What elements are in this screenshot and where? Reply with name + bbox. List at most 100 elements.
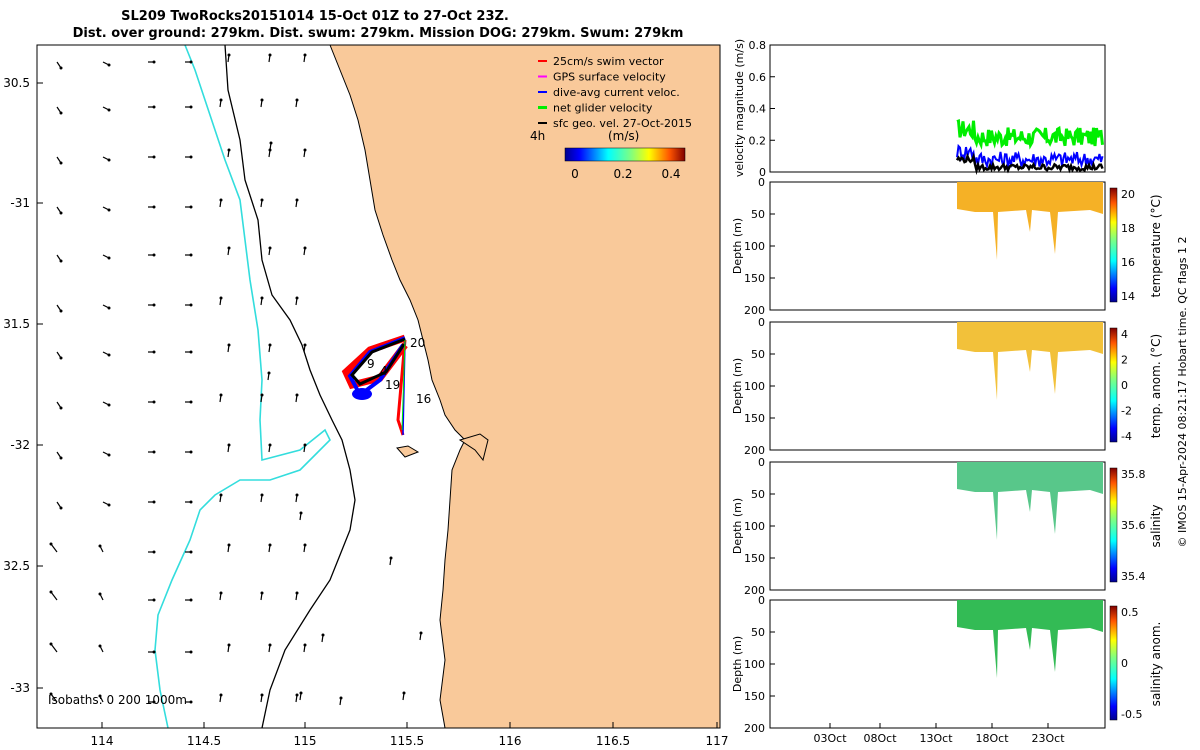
velocity-arrow xyxy=(227,643,231,653)
velocity-arrow xyxy=(185,205,193,209)
velocity-arrow xyxy=(303,543,307,553)
profile-ytick-label: 200 xyxy=(744,584,765,597)
velocity-arrow xyxy=(148,550,156,554)
velocity-arrow xyxy=(299,691,303,701)
profile-panels: Depth (m)05010015020014161820temperature… xyxy=(731,176,1163,745)
velocity-arrow xyxy=(260,693,264,703)
profile-ytick-label: 0 xyxy=(758,456,765,469)
track-dive-blob xyxy=(352,388,372,400)
map-xtick-label: 117 xyxy=(706,734,729,748)
profile-ytick-label: 100 xyxy=(744,240,765,253)
profile-colorbar-label: temp. anom. (°C) xyxy=(1149,334,1163,438)
profile-xtick-label: 08Oct xyxy=(863,732,897,745)
profile-ytick-label: 0 xyxy=(758,176,765,189)
velocity-arrow xyxy=(219,393,223,403)
map-ytick-label: 32.5 xyxy=(3,559,30,573)
day-label: 16 xyxy=(416,392,431,406)
profile-colorbar-tick: 35.8 xyxy=(1121,468,1146,481)
velocity-arrow xyxy=(269,141,273,151)
velocity-arrow xyxy=(185,650,193,654)
map-ytick-label: -32 xyxy=(10,438,30,452)
isobath-200m xyxy=(224,44,356,729)
velocity-arrow xyxy=(148,60,156,64)
track-swim-south xyxy=(396,339,407,436)
velocity-series xyxy=(955,118,1104,176)
map-colorbar-tick: 0.2 xyxy=(613,167,632,181)
track-net xyxy=(401,339,406,431)
velocity-arrow xyxy=(303,148,307,158)
map-xtick-label: 116 xyxy=(499,734,522,748)
track-geo-loop xyxy=(350,337,406,386)
velocity-arrow xyxy=(267,371,271,381)
velocity-arrow xyxy=(102,401,111,407)
velocity-arrow xyxy=(98,592,104,601)
map-xtick-label: 114.5 xyxy=(187,734,221,748)
velocity-arrow xyxy=(227,543,231,553)
velocity-arrow xyxy=(56,401,63,410)
profile-colorbar-tick: 2 xyxy=(1121,354,1128,367)
profile-colorbar-tick: 0.5 xyxy=(1121,606,1139,619)
profile-ylabel: Depth (m) xyxy=(731,358,744,414)
velocity-ytick-label: 0.8 xyxy=(749,39,767,52)
velocity-arrow xyxy=(102,106,111,112)
velocity-arrow xyxy=(260,98,264,108)
velocity-arrow xyxy=(185,105,193,109)
velocity-arrow xyxy=(56,451,63,460)
velocity-arrow xyxy=(260,296,264,306)
title-line2: Dist. over ground: 279km. Dist. swum: 27… xyxy=(73,26,684,41)
day-label: 20 xyxy=(410,336,425,350)
velocity-arrow xyxy=(219,98,223,108)
velocity-arrow xyxy=(148,205,156,209)
legend-label: dive-avg current veloc. xyxy=(553,86,680,99)
profile-ytick-label: 50 xyxy=(751,348,765,361)
velocity-arrow xyxy=(185,550,193,554)
profile-ytick-label: 200 xyxy=(744,304,765,317)
profile-colorbar-tick: -4 xyxy=(1121,430,1132,443)
velocity-ytick-label: 0.2 xyxy=(749,134,767,147)
velocity-arrow xyxy=(56,156,63,165)
map-frame xyxy=(36,44,721,729)
profile-colorbar-tick: 0 xyxy=(1121,657,1128,670)
velocity-arrow xyxy=(260,591,264,601)
velocity-arrow xyxy=(98,544,104,553)
profile-colorbar-tick: 14 xyxy=(1121,290,1135,303)
velocity-arrow xyxy=(295,98,299,108)
velocity-arrow xyxy=(102,501,111,507)
profile-data xyxy=(957,322,1103,400)
velocity-arrow xyxy=(227,246,231,256)
land xyxy=(330,45,720,728)
profile-ytick-label: 150 xyxy=(744,412,765,425)
glider-track xyxy=(341,334,408,436)
day-label: 4 xyxy=(380,364,388,378)
velocity-arrow xyxy=(185,253,193,257)
velocity-arrow xyxy=(148,500,156,504)
map-ytick-label: -31 xyxy=(10,196,30,210)
profile-panel: Depth (m) 0 50 100 150 200 14 16 18 20 temperature… xyxy=(731,176,1163,317)
velocity-arrow xyxy=(303,643,307,653)
velocity-arrow xyxy=(303,343,307,353)
velocity-arrow xyxy=(148,253,156,257)
velocity-arrow xyxy=(268,246,272,256)
velocity-arrow xyxy=(185,350,193,354)
velocity-arrow xyxy=(148,450,156,454)
legend-time-label: 4h xyxy=(530,129,545,143)
profile-ytick-label: 200 xyxy=(744,722,765,735)
velocity-arrow xyxy=(295,693,299,703)
profile-ytick-label: 50 xyxy=(751,626,765,639)
velocity-arrow xyxy=(260,493,264,503)
velocity-arrow xyxy=(299,511,303,521)
velocity-arrow xyxy=(260,198,264,208)
velocity-arrow xyxy=(98,644,104,653)
profile-colorbar-tick: 35.6 xyxy=(1121,519,1146,532)
profile-colorbar xyxy=(1109,187,1118,303)
map-xtick-label: 115.5 xyxy=(390,734,424,748)
map-ytick-label: -33 xyxy=(10,681,30,695)
profile-xtick-label: 13Oct xyxy=(919,732,953,745)
profile-ytick-label: 150 xyxy=(744,552,765,565)
profile-colorbar-label: temperature (°C) xyxy=(1149,195,1163,298)
velocity-arrow xyxy=(339,696,343,706)
map-xtick-label: 116.5 xyxy=(596,734,630,748)
day-label: 19 xyxy=(385,378,400,392)
profile-ytick-label: 100 xyxy=(744,520,765,533)
velocity-series-line xyxy=(955,152,1104,176)
